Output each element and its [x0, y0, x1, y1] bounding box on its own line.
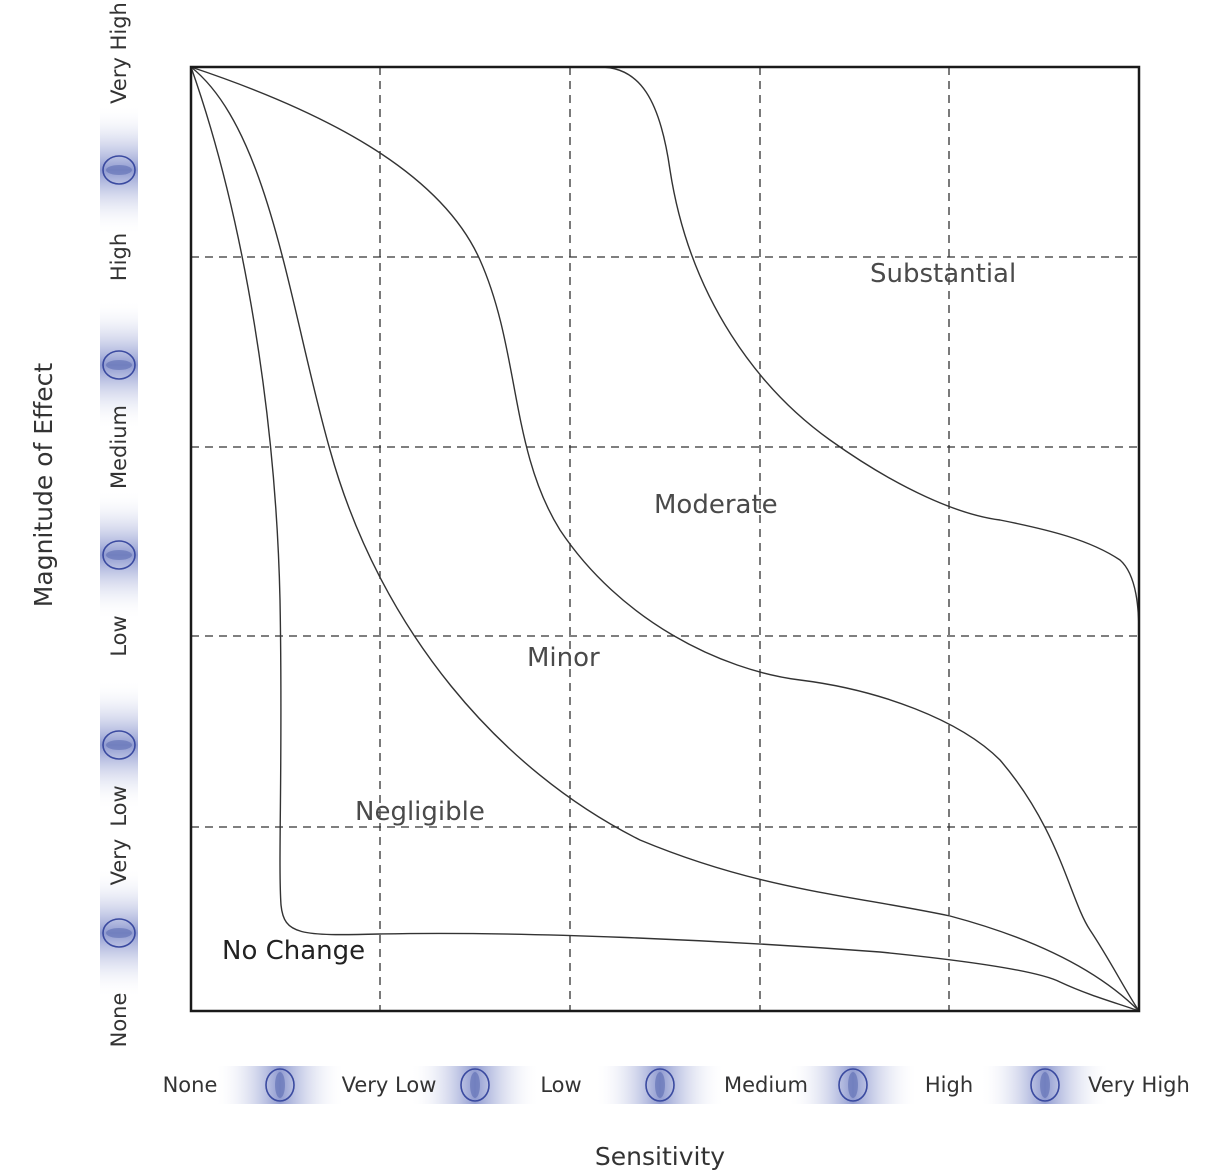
- y-level-label: Medium: [107, 405, 131, 489]
- y-level-label: High: [107, 233, 131, 281]
- x-connector: [980, 1066, 1110, 1104]
- x-axis-levels: None Very Low Low Medium High Very High: [163, 1073, 1190, 1097]
- x-connector: [215, 1066, 345, 1104]
- zone-label-minor: Minor: [527, 643, 600, 673]
- zone-label-substantial: Substantial: [870, 259, 1016, 289]
- y-connector: [100, 300, 138, 430]
- y-connector: [100, 680, 138, 810]
- zone-label-no-change: No Change: [222, 936, 365, 966]
- y-axis-levels: None Very Low Low Medium High Very High: [107, 2, 131, 1047]
- x-axis-title: Sensitivity: [595, 1142, 725, 1171]
- x-level-label: High: [925, 1073, 973, 1097]
- zone-label-negligible: Negligible: [355, 797, 485, 827]
- x-level-label: Medium: [724, 1073, 808, 1097]
- zone-boundaries: [190, 66, 1140, 1012]
- x-connector: [595, 1066, 725, 1104]
- y-connector: [100, 490, 138, 620]
- boundary-moderate-substantial: [599, 66, 1140, 637]
- plot-frame: [189, 65, 1141, 1013]
- grid-lines: [191, 67, 1139, 1011]
- y-axis-connectors: [100, 105, 138, 998]
- y-level-label: Low: [107, 615, 131, 656]
- y-connector: [100, 868, 138, 998]
- x-connector: [410, 1066, 540, 1104]
- boundary-no-change-negligible: [190, 66, 1140, 1012]
- x-level-label: Very Low: [342, 1073, 437, 1097]
- x-level-label: Very High: [1088, 1073, 1190, 1097]
- x-connector: [788, 1066, 918, 1104]
- y-level-label: Very: [107, 839, 131, 886]
- y-level-label: Low: [107, 785, 131, 826]
- boundary-minor-moderate: [190, 66, 1140, 1012]
- y-axis-title: Magnitude of Effect: [29, 363, 58, 608]
- boundary-negligible-minor: [190, 66, 1140, 1012]
- y-level-label: None: [107, 993, 131, 1048]
- x-axis-connectors: [215, 1066, 1110, 1104]
- x-level-label: None: [163, 1073, 218, 1097]
- y-level-label: Very High: [107, 2, 131, 104]
- y-connector: [100, 105, 138, 235]
- zone-label-moderate: Moderate: [654, 490, 778, 520]
- x-level-label: Low: [540, 1073, 581, 1097]
